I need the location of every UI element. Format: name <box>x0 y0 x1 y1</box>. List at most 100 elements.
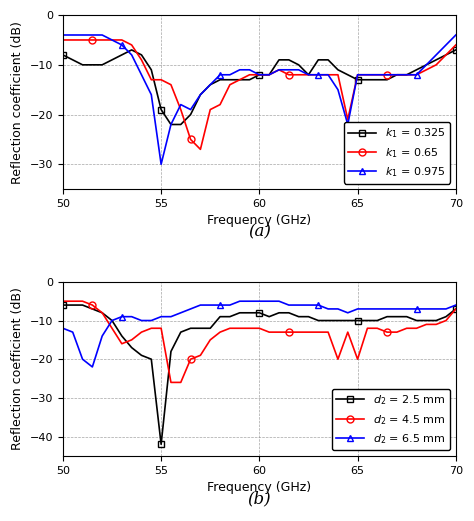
$d_2$ = 6.5 mm <box>404 306 410 312</box>
$k_1$ = 0.975 <box>423 61 429 68</box>
$d_2$ = 6.5 mm <box>316 302 321 308</box>
$k_1$ = 0.975 <box>100 32 105 38</box>
$k_1$ = 0.65 <box>100 37 105 43</box>
$k_1$ = 0.975 <box>119 42 125 48</box>
$k_1$ = 0.325 <box>90 61 95 68</box>
$d_2$ = 4.5 mm <box>384 329 390 335</box>
$d_2$ = 6.5 mm <box>70 329 75 335</box>
$k_1$ = 0.65 <box>414 72 419 78</box>
$d_2$ = 4.5 mm <box>80 298 85 304</box>
$d_2$ = 6.5 mm <box>227 302 233 308</box>
Line: $k_1$ = 0.65: $k_1$ = 0.65 <box>59 36 459 153</box>
$d_2$ = 4.5 mm <box>404 325 410 331</box>
$k_1$ = 0.325 <box>394 72 400 78</box>
$d_2$ = 6.5 mm <box>365 306 370 312</box>
$d_2$ = 4.5 mm <box>208 337 213 343</box>
$k_1$ = 0.975 <box>168 121 174 128</box>
$k_1$ = 0.975 <box>365 72 370 78</box>
$k_1$ = 0.65 <box>227 82 233 88</box>
$d_2$ = 6.5 mm <box>276 298 282 304</box>
$d_2$ = 6.5 mm <box>217 302 223 308</box>
$d_2$ = 2.5 mm <box>394 314 400 320</box>
$k_1$ = 0.975 <box>109 37 115 43</box>
$k_1$ = 0.65 <box>138 57 144 63</box>
$k_1$ = 0.65 <box>384 72 390 78</box>
$d_2$ = 4.5 mm <box>90 302 95 308</box>
$k_1$ = 0.65 <box>237 77 243 83</box>
$d_2$ = 6.5 mm <box>374 306 380 312</box>
$d_2$ = 2.5 mm <box>198 325 203 331</box>
$d_2$ = 2.5 mm <box>148 356 154 362</box>
$k_1$ = 0.325 <box>404 72 410 78</box>
$k_1$ = 0.325 <box>237 77 243 83</box>
X-axis label: Frequency (GHz): Frequency (GHz) <box>207 215 311 227</box>
$d_2$ = 4.5 mm <box>433 321 439 328</box>
$k_1$ = 0.975 <box>80 32 85 38</box>
$d_2$ = 2.5 mm <box>306 314 311 320</box>
$k_1$ = 0.325 <box>453 47 459 53</box>
Line: $d_2$ = 2.5 mm: $d_2$ = 2.5 mm <box>59 302 459 448</box>
$d_2$ = 2.5 mm <box>325 317 331 324</box>
$d_2$ = 2.5 mm <box>119 333 125 339</box>
$d_2$ = 2.5 mm <box>374 317 380 324</box>
$d_2$ = 2.5 mm <box>178 329 183 335</box>
$d_2$ = 4.5 mm <box>365 325 370 331</box>
$d_2$ = 6.5 mm <box>266 298 272 304</box>
$k_1$ = 0.65 <box>266 72 272 78</box>
$d_2$ = 2.5 mm <box>316 317 321 324</box>
$k_1$ = 0.975 <box>90 32 95 38</box>
$d_2$ = 2.5 mm <box>138 352 144 358</box>
$d_2$ = 6.5 mm <box>198 302 203 308</box>
$k_1$ = 0.975 <box>138 72 144 78</box>
$d_2$ = 4.5 mm <box>394 329 400 335</box>
$k_1$ = 0.65 <box>198 146 203 153</box>
$d_2$ = 4.5 mm <box>453 306 459 312</box>
$d_2$ = 2.5 mm <box>365 317 370 324</box>
$d_2$ = 2.5 mm <box>355 317 360 324</box>
$k_1$ = 0.65 <box>404 72 410 78</box>
$k_1$ = 0.325 <box>345 72 351 78</box>
$d_2$ = 2.5 mm <box>443 314 449 320</box>
$k_1$ = 0.325 <box>119 52 125 58</box>
$d_2$ = 4.5 mm <box>325 329 331 335</box>
$d_2$ = 4.5 mm <box>345 329 351 335</box>
$d_2$ = 6.5 mm <box>453 302 459 308</box>
$k_1$ = 0.325 <box>256 72 262 78</box>
$k_1$ = 0.975 <box>198 92 203 98</box>
$d_2$ = 2.5 mm <box>188 325 193 331</box>
$k_1$ = 0.65 <box>80 37 85 43</box>
$k_1$ = 0.325 <box>227 77 233 83</box>
$k_1$ = 0.975 <box>227 72 233 78</box>
$k_1$ = 0.65 <box>70 37 75 43</box>
$d_2$ = 4.5 mm <box>374 325 380 331</box>
$d_2$ = 6.5 mm <box>296 302 301 308</box>
$d_2$ = 4.5 mm <box>355 356 360 362</box>
$d_2$ = 4.5 mm <box>198 352 203 358</box>
$d_2$ = 2.5 mm <box>168 349 174 355</box>
$k_1$ = 0.975 <box>70 32 75 38</box>
$k_1$ = 0.325 <box>100 61 105 68</box>
$k_1$ = 0.325 <box>316 57 321 63</box>
$d_2$ = 6.5 mm <box>306 302 311 308</box>
$d_2$ = 4.5 mm <box>443 317 449 324</box>
$d_2$ = 6.5 mm <box>443 306 449 312</box>
$d_2$ = 6.5 mm <box>355 306 360 312</box>
$k_1$ = 0.65 <box>443 52 449 58</box>
$k_1$ = 0.65 <box>335 72 341 78</box>
Title: (b): (b) <box>247 490 271 507</box>
$k_1$ = 0.65 <box>109 37 115 43</box>
$k_1$ = 0.65 <box>246 72 252 78</box>
$d_2$ = 6.5 mm <box>423 306 429 312</box>
$d_2$ = 6.5 mm <box>414 306 419 312</box>
$d_2$ = 2.5 mm <box>266 314 272 320</box>
$k_1$ = 0.325 <box>325 57 331 63</box>
$d_2$ = 6.5 mm <box>80 356 85 362</box>
$k_1$ = 0.65 <box>60 37 66 43</box>
$d_2$ = 6.5 mm <box>119 314 125 320</box>
Legend: $k_1$ = 0.325, $k_1$ = 0.65, $k_1$ = 0.975: $k_1$ = 0.325, $k_1$ = 0.65, $k_1$ = 0.9… <box>344 122 450 183</box>
$d_2$ = 4.5 mm <box>70 298 75 304</box>
$k_1$ = 0.65 <box>325 72 331 78</box>
$k_1$ = 0.975 <box>178 102 183 108</box>
$d_2$ = 2.5 mm <box>404 314 410 320</box>
$k_1$ = 0.975 <box>208 82 213 88</box>
